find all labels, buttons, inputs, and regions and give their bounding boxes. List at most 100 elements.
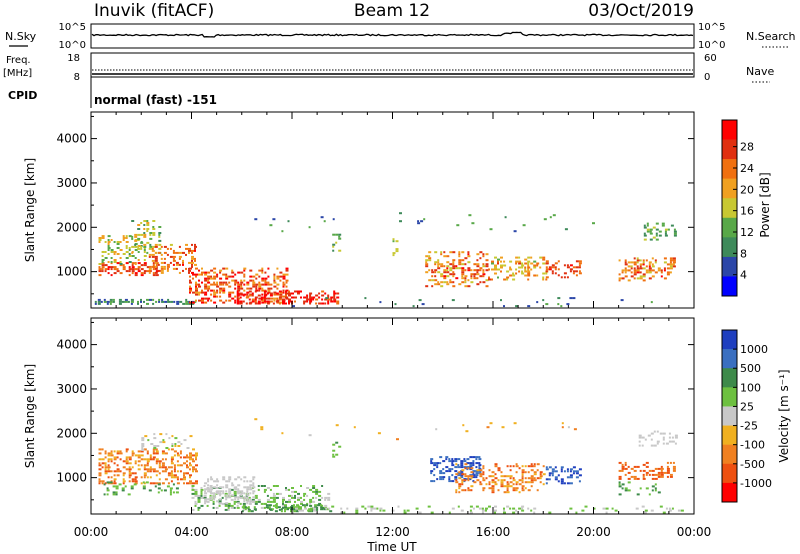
data-cell [155,460,159,463]
data-cell [446,281,449,284]
data-cell [500,485,504,488]
colorbar-frame [721,329,738,503]
data-cell [515,483,518,486]
data-cell [524,481,528,484]
data-cell [152,298,155,301]
data-cell [179,470,182,473]
data-cell [503,278,507,281]
data-cell [452,265,456,268]
data-cell [563,470,566,473]
data-cell [527,471,530,474]
data-cell [433,464,437,467]
data-cell [530,256,533,259]
data-cell [236,300,240,303]
data-cell [440,273,444,276]
data-cell [663,269,666,272]
data-cell [551,264,555,267]
data-cell [258,297,262,300]
data-cell [243,476,247,479]
data-cell [128,249,131,251]
data-cell [633,469,637,472]
data-cell [219,502,223,505]
data-cell [618,477,622,480]
data-cell [379,507,383,510]
data-cell [134,233,138,236]
data-cell [642,261,645,264]
data-cell [312,298,315,301]
data-cell [204,502,207,505]
data-cell [239,496,243,499]
data-cell [542,483,545,486]
data-cell [237,488,240,491]
data-cell [254,302,258,305]
data-cell [651,269,655,272]
data-cell [243,273,246,276]
data-cell [618,475,622,478]
data-cell [134,272,138,275]
data-cell [439,462,442,465]
data-cell [169,261,172,264]
data-cell [242,504,246,507]
data-cell [506,487,509,490]
data-cell [673,228,676,231]
data-cell [128,476,131,479]
data-cell [645,465,649,468]
data-cell [109,302,112,305]
data-cell [651,473,655,476]
data-cell [189,454,192,457]
data-cell [308,434,312,437]
data-cell [288,302,290,305]
data-cell [149,456,152,459]
data-cell [236,292,240,295]
data-cell [188,247,191,250]
data-cell [662,438,665,441]
data-cell [482,487,486,490]
data-cell [122,235,125,238]
data-cell [98,448,102,451]
data-cell [536,301,539,304]
data-cell [160,257,163,260]
data-cell [533,477,536,480]
data-cell [437,283,441,286]
data-cell [533,473,537,476]
data-cell [161,298,164,301]
data-cell [478,464,482,467]
data-cell [143,474,147,477]
data-cell [143,448,147,451]
data-cell [274,504,277,507]
data-cell [216,273,219,276]
data-cell [125,458,128,461]
data-cell [164,458,167,461]
data-cell [261,299,265,302]
data-cell [515,268,518,271]
data-cell [225,299,228,302]
data-cell [464,479,467,482]
data-cell [148,247,152,250]
data-cell [101,261,104,263]
data-cell [264,277,268,280]
data-cell [482,255,485,258]
data-cell [633,263,637,266]
data-cell [621,269,625,272]
data-cell [304,507,308,510]
data-cell [370,509,373,512]
data-cell [128,458,132,461]
data-cell [267,275,270,278]
data-cell [658,230,662,233]
data-cell [618,469,622,472]
data-cell [472,507,475,510]
data-cell [466,462,470,465]
data-cell [243,492,246,495]
data-cell [158,235,161,238]
data-cell [648,261,652,264]
data-cell [101,458,105,461]
data-cell [160,267,164,270]
data-cell [494,264,497,267]
data-cell [255,287,258,290]
data-cell [222,287,226,290]
data-cell [243,279,246,282]
data-cell [512,278,516,281]
nsearch-label: N.Search [746,30,796,43]
data-cell [237,287,241,290]
data-cell [333,296,336,299]
